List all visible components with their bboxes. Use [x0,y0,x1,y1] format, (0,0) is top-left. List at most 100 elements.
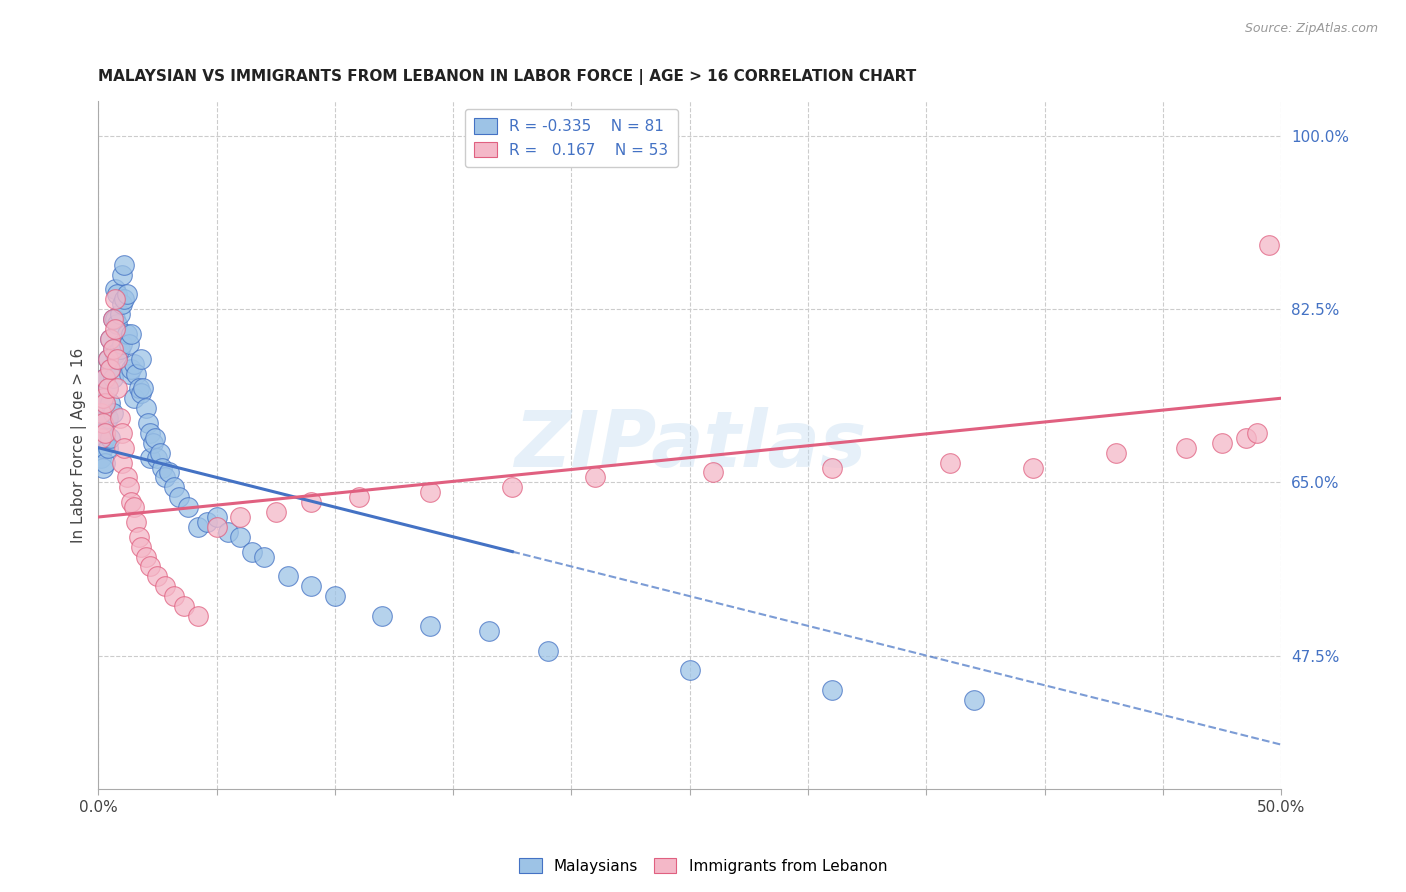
Point [702,466,724,480]
Point [139,425,162,440]
Point [118,480,141,494]
Point [139,559,162,574]
Point [347,490,370,504]
Point [167,490,190,504]
Legend: R = -0.335    N = 81, R =   0.167    N = 53: R = -0.335 N = 81, R = 0.167 N = 53 [465,109,678,167]
Point [229,530,252,544]
Point [240,544,263,558]
Point [205,510,228,524]
Point [129,540,152,554]
Point [217,524,239,539]
Point [97,381,120,395]
Point [1246,425,1268,440]
Point [108,342,131,356]
Point [98,332,121,346]
Point [94,371,117,385]
Point [112,258,135,272]
Point [112,293,135,307]
Point [1258,237,1281,252]
Point [121,495,143,509]
Y-axis label: In Labor Force | Age > 16: In Labor Force | Age > 16 [72,348,87,543]
Point [90,431,112,445]
Point [98,332,121,346]
Point [121,361,143,376]
Point [108,411,131,425]
Point [101,342,124,356]
Point [105,351,128,366]
Point [121,326,143,341]
Point [418,485,440,500]
Point [163,480,186,494]
Point [115,287,138,301]
Point [91,441,114,455]
Point [187,609,209,624]
Point [153,579,176,593]
Point [163,589,186,603]
Point [91,425,114,440]
Point [90,450,112,465]
Point [111,268,134,282]
Point [105,317,128,331]
Point [111,425,134,440]
Point [679,664,702,678]
Point [91,391,114,405]
Point [111,336,134,351]
Point [91,460,114,475]
Point [143,431,166,445]
Legend: Malaysians, Immigrants from Lebanon: Malaysians, Immigrants from Lebanon [513,852,893,880]
Point [1234,431,1257,445]
Point [115,326,138,341]
Point [94,431,117,445]
Point [1175,441,1198,455]
Point [108,307,131,321]
Point [129,351,152,366]
Point [195,515,218,529]
Point [122,357,145,371]
Point [97,351,120,366]
Point [90,406,112,420]
Point [115,470,138,484]
Point [94,425,117,440]
Point [135,549,157,564]
Point [98,396,121,410]
Point [821,460,844,475]
Point [94,371,117,385]
Point [94,396,117,410]
Point [142,435,165,450]
Point [153,470,176,484]
Point [583,470,606,484]
Point [173,599,195,613]
Point [229,510,252,524]
Point [104,322,127,336]
Point [91,416,114,430]
Point [104,293,127,307]
Point [98,431,121,445]
Point [1211,435,1233,450]
Point [128,381,150,395]
Point [122,391,145,405]
Point [125,367,148,381]
Point [125,515,148,529]
Point [501,480,523,494]
Point [323,589,346,603]
Point [150,460,173,475]
Point [205,520,228,534]
Point [101,312,124,326]
Point [90,431,112,445]
Point [478,624,501,638]
Point [146,450,169,465]
Text: ZIPatlas: ZIPatlas [513,408,866,483]
Point [105,287,128,301]
Point [97,441,120,455]
Point [105,351,128,366]
Point [98,361,121,376]
Point [101,312,124,326]
Point [94,456,117,470]
Point [97,351,120,366]
Point [129,386,152,401]
Point [136,416,159,430]
Point [101,342,124,356]
Point [157,466,180,480]
Point [821,683,844,698]
Point [418,619,440,633]
